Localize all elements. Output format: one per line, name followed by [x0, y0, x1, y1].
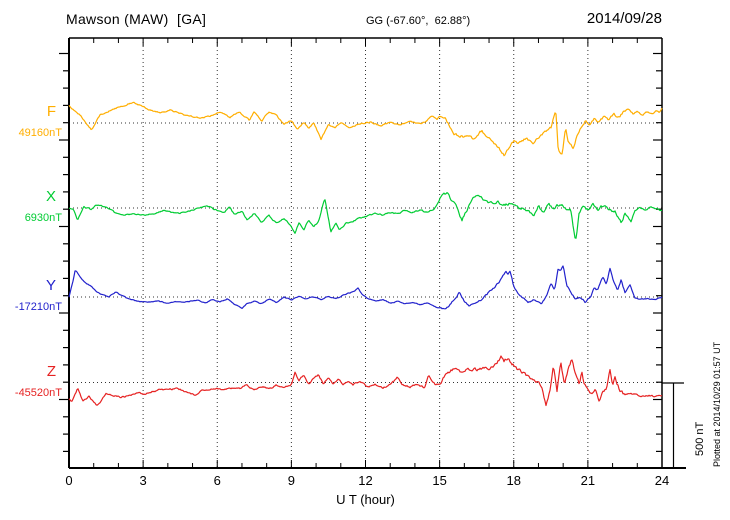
x-tick-label-15: 15 — [432, 473, 447, 488]
x-tick-label-24: 24 — [654, 473, 670, 488]
x-tick-label-9: 9 — [287, 473, 295, 488]
trace-F — [68, 101, 663, 157]
x-tick-label-3: 3 — [139, 473, 147, 488]
trace-Y — [68, 265, 663, 310]
station-title: Mawson (MAW) [GA] — [66, 11, 207, 27]
x-tick-label-0: 0 — [65, 473, 73, 488]
trace-X — [68, 192, 663, 239]
component-baseline-value-F: 49160nT — [18, 127, 62, 139]
x-tick-label-6: 6 — [213, 473, 221, 488]
plotted-at-timestamp: Plotted at 2014/10/29 01:57 UT — [712, 341, 722, 467]
component-letter-F: F — [46, 103, 56, 120]
component-letter-Z: Z — [46, 362, 56, 380]
plot-date: 2014/09/28 — [586, 10, 662, 27]
x-tick-label-18: 18 — [506, 473, 521, 488]
x-tick-label-12: 12 — [358, 473, 373, 488]
component-baseline-value-X: 6930nT — [24, 212, 62, 224]
component-letter-X: X — [45, 188, 56, 205]
x-tick-label-21: 21 — [580, 473, 596, 488]
component-baseline-value-Y: -17210nT — [14, 301, 62, 313]
scalebar-label: 500 nT — [694, 421, 706, 456]
x-axis-title: U T (hour) — [336, 492, 395, 507]
trace-Z — [68, 355, 663, 407]
component-baseline-value-Z: -45520nT — [14, 386, 62, 399]
component-letter-Y: Y — [45, 277, 56, 294]
geographic-coords: GG (-67.60°, 62.88°) — [366, 15, 471, 27]
